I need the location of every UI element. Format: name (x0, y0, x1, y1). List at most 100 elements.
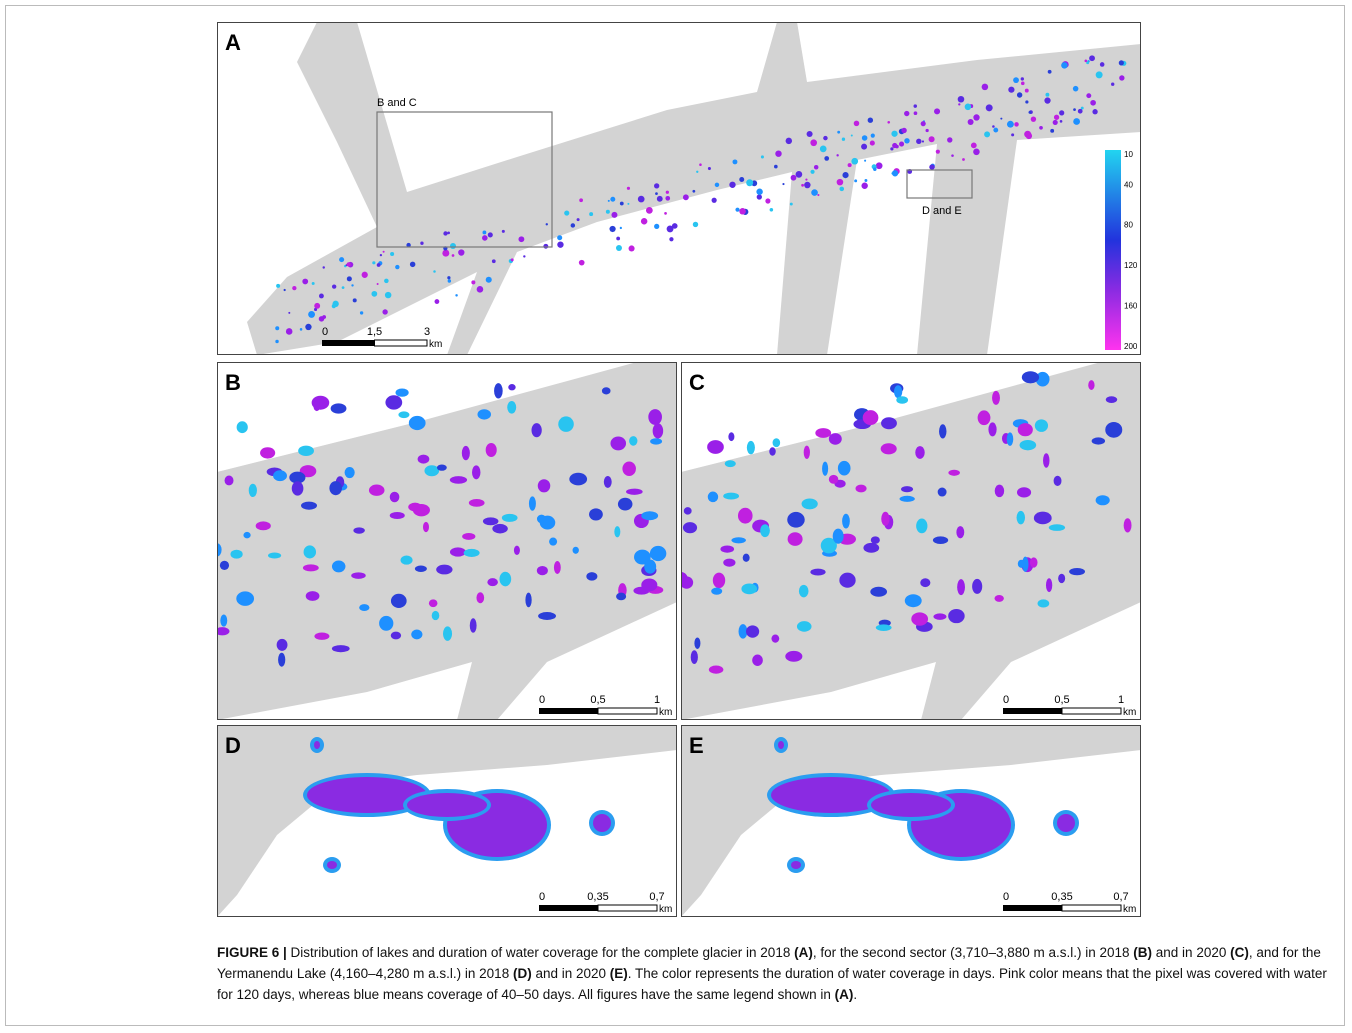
glacier (217, 725, 677, 917)
lake (1077, 108, 1083, 114)
lake (302, 564, 319, 572)
lake (682, 194, 689, 201)
scale-tick-label: 0,5 (1054, 694, 1069, 706)
caption-text: (E) (609, 966, 628, 981)
lake (389, 511, 405, 520)
lake (1011, 133, 1015, 137)
lake (972, 578, 983, 594)
lake (699, 163, 702, 166)
lake (681, 576, 694, 589)
lake (855, 484, 867, 493)
lake (372, 261, 376, 265)
glacier (681, 725, 1141, 917)
scale-black (539, 905, 598, 911)
lake (947, 137, 953, 143)
lake (1014, 122, 1019, 127)
lake (696, 170, 699, 173)
lake (790, 174, 797, 181)
lake (915, 446, 925, 459)
lake (796, 621, 812, 632)
lake (881, 417, 897, 430)
lake (420, 241, 424, 245)
lake (436, 564, 453, 575)
lake (682, 522, 698, 534)
lake (610, 436, 627, 451)
lake (487, 232, 493, 238)
lake (314, 307, 318, 312)
lake (1119, 75, 1125, 81)
lake (276, 283, 281, 288)
lake (937, 487, 947, 497)
lake (896, 396, 909, 404)
lake (769, 447, 776, 456)
lake (1092, 109, 1098, 115)
lake (601, 387, 611, 395)
lake (1045, 578, 1053, 593)
lake (760, 155, 764, 159)
lake (1035, 371, 1050, 387)
lake (711, 587, 723, 595)
lake (967, 119, 974, 125)
lake (331, 284, 337, 289)
lake (1095, 495, 1110, 506)
lake (359, 604, 370, 612)
lake (314, 302, 321, 309)
lake (230, 549, 243, 559)
lake (789, 202, 793, 206)
scale-tick-label: 0,35 (1051, 891, 1072, 903)
scale-white (597, 707, 658, 715)
lake (217, 543, 222, 557)
lake (376, 283, 379, 286)
lake (248, 483, 257, 498)
lake (408, 415, 426, 431)
lake (901, 127, 907, 134)
lake (322, 266, 325, 269)
lake (984, 131, 991, 138)
lake (994, 594, 1004, 602)
lake (408, 502, 422, 512)
lake (853, 120, 860, 127)
lake (746, 440, 755, 455)
lake (236, 591, 255, 606)
lake (939, 424, 947, 439)
lake (273, 470, 287, 482)
lake (644, 559, 657, 574)
lake (828, 474, 839, 484)
lake (629, 436, 638, 446)
lake (589, 212, 594, 217)
lake (260, 447, 276, 459)
lake (482, 517, 499, 526)
map-panel: D 0 0,35 0,7km (217, 725, 677, 917)
lake (513, 545, 520, 555)
lake (1019, 440, 1037, 451)
lake (1053, 114, 1060, 120)
scale-black (322, 340, 375, 346)
lake (875, 624, 892, 631)
lake (1048, 524, 1066, 531)
panel-letter: B (225, 370, 241, 395)
lake (951, 154, 954, 157)
lake (451, 254, 455, 257)
lake (732, 159, 738, 165)
panel-border (681, 362, 1141, 720)
lake (1028, 111, 1032, 114)
lake (862, 410, 879, 426)
lake (289, 471, 306, 484)
lake (344, 466, 355, 479)
lake (819, 145, 827, 153)
lake (611, 211, 618, 218)
lake (992, 125, 995, 128)
lake (1021, 81, 1025, 86)
lake (1022, 556, 1029, 572)
lake (1013, 77, 1019, 84)
lake (301, 501, 317, 510)
lake (1053, 475, 1062, 486)
lake (292, 285, 297, 291)
lake (1059, 120, 1063, 123)
lake (880, 443, 897, 455)
lake (508, 384, 516, 391)
lake (407, 793, 487, 817)
lake (925, 128, 929, 133)
lake (864, 159, 867, 162)
lake (586, 572, 598, 581)
